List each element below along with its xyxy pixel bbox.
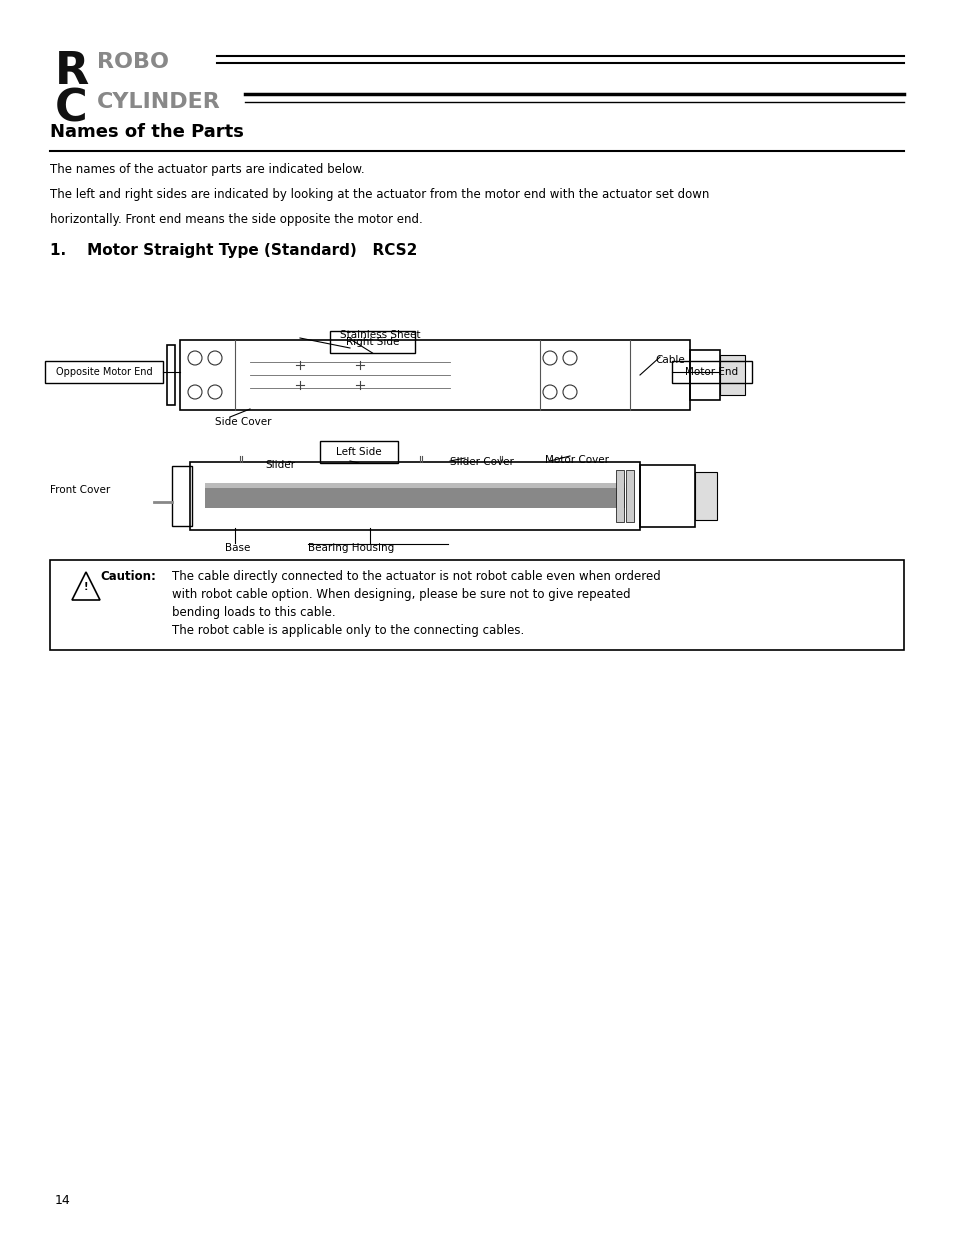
Bar [671, 361, 751, 383]
Text: Base: Base [225, 543, 250, 553]
Bar [50, 559, 903, 650]
Text: Cable: Cable [655, 354, 684, 366]
Text: 14: 14 [55, 1194, 71, 1207]
Bar [205, 483, 624, 508]
Text: The left and right sides are indicated by looking at the actuator from the motor: The left and right sides are indicated b… [50, 188, 709, 201]
Text: Names of the Parts: Names of the Parts [50, 124, 244, 141]
Bar [45, 361, 163, 383]
Text: Side Cover: Side Cover [214, 417, 272, 427]
Bar [639, 466, 695, 527]
Text: CYLINDER: CYLINDER [97, 91, 220, 112]
Text: Motor Cover: Motor Cover [544, 454, 608, 466]
Bar [167, 345, 174, 405]
Bar [190, 462, 639, 530]
Text: horizontally. Front end means the side opposite the motor end.: horizontally. Front end means the side o… [50, 212, 422, 226]
Text: Slider: Slider [265, 459, 294, 471]
Bar [180, 340, 689, 410]
Bar [695, 472, 717, 520]
Text: 1.    Motor Straight Type (Standard)   RCS2: 1. Motor Straight Type (Standard) RCS2 [50, 243, 417, 258]
Text: The names of the actuator parts are indicated below.: The names of the actuator parts are indi… [50, 163, 364, 177]
Text: The cable directly connected to the actuator is not robot cable even when ordere: The cable directly connected to the actu… [172, 571, 660, 583]
Text: Motor End: Motor End [684, 367, 738, 377]
Bar [625, 471, 634, 522]
Bar [205, 483, 624, 488]
Text: Bearing Housing: Bearing Housing [308, 543, 394, 553]
Text: ROBO: ROBO [97, 52, 169, 72]
Text: The robot cable is applicable only to the connecting cables.: The robot cable is applicable only to th… [172, 624, 524, 637]
Text: Slider Cover: Slider Cover [450, 457, 514, 467]
Text: Right Side: Right Side [345, 337, 398, 347]
Bar [172, 466, 192, 526]
Bar [720, 354, 744, 395]
Text: Opposite Motor End: Opposite Motor End [55, 367, 152, 377]
Bar [330, 331, 415, 353]
Text: Front Cover: Front Cover [50, 485, 111, 495]
Text: Left Side: Left Side [335, 447, 381, 457]
Text: C: C [55, 88, 88, 131]
Text: R: R [55, 49, 90, 93]
Text: with robot cable option. When designing, please be sure not to give repeated: with robot cable option. When designing,… [172, 588, 630, 601]
Bar [616, 471, 623, 522]
Text: !: ! [84, 583, 89, 593]
Bar [319, 441, 397, 463]
Bar [689, 350, 720, 400]
Text: Caution:: Caution: [100, 571, 155, 583]
Text: Stainless Sheet: Stainless Sheet [339, 330, 420, 340]
Text: bending loads to this cable.: bending loads to this cable. [172, 606, 335, 619]
